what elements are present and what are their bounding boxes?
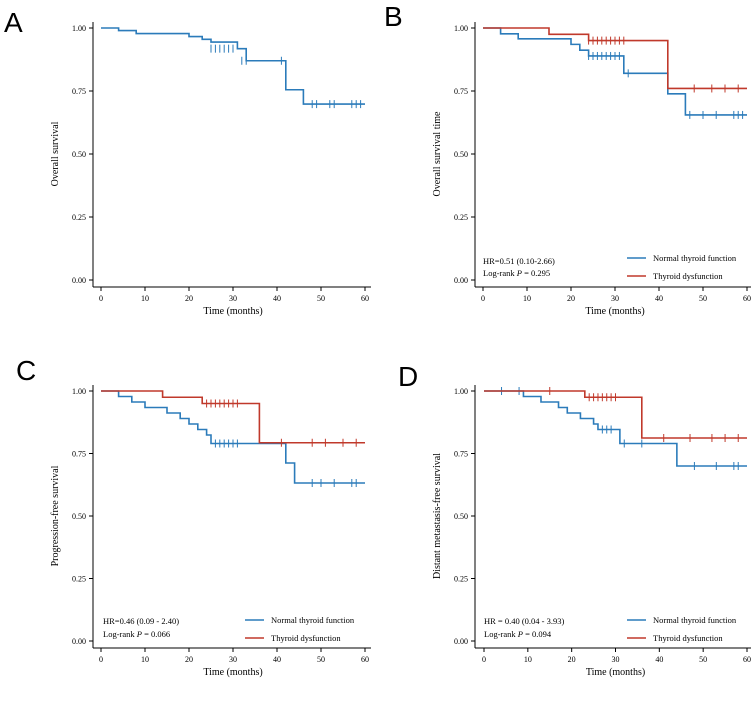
km-curve-normal-thyroid-function: [483, 27, 747, 116]
x-tick-label: 50: [317, 655, 325, 664]
km-curve-thyroid-dysfunction: [101, 390, 365, 444]
x-tick-label: 0: [99, 294, 103, 303]
y-tick-label: 0.75: [72, 87, 86, 96]
x-tick-label: 60: [361, 294, 369, 303]
y-tick-label: 0.00: [72, 637, 86, 646]
panel-letter: D: [398, 361, 418, 392]
y-tick-label: 0.50: [454, 150, 468, 159]
y-tick-label: 1.00: [72, 24, 86, 33]
x-tick-label: 50: [699, 294, 707, 303]
legend-label: Normal thyroid function: [653, 253, 737, 263]
x-tick-label: 50: [699, 655, 707, 664]
panel-a: A 0.00 0.25 0.50 0.75 1.00 0 10 20 30 40 50 60 Time (…: [4, 7, 371, 317]
x-tick-label: 0: [99, 655, 103, 664]
x-axis-title: Time (months): [203, 306, 262, 317]
x-tick-label: 10: [524, 655, 532, 664]
y-axis-title: Overall survival: [50, 121, 61, 186]
panel-d: D 0.00 0.25 0.50 0.75 1.00 0 10 20 30 40 50 60 Time (…: [398, 361, 751, 678]
y-tick-label: 0.75: [454, 450, 468, 459]
legend-label: Thyroid dysfunction: [653, 271, 723, 281]
x-tick-label: 0: [482, 655, 486, 664]
x-tick-label: 40: [273, 294, 281, 303]
y-tick-label: 0.50: [72, 150, 86, 159]
x-tick-label: 30: [229, 655, 237, 664]
y-tick-label: 0.00: [72, 276, 86, 285]
panel-letter: B: [384, 1, 403, 32]
x-tick-label: 30: [611, 294, 619, 303]
x-tick-label: 20: [567, 294, 575, 303]
panel-letter: C: [16, 355, 36, 386]
x-axis-title: Time (months): [585, 306, 644, 317]
y-tick-label: 0.75: [454, 87, 468, 96]
x-tick-label: 20: [568, 655, 576, 664]
hr-annotation: HR=0.51 (0.10-2.66): [483, 256, 555, 266]
km-curve-all-patients: [101, 27, 365, 105]
x-tick-label: 30: [612, 655, 620, 664]
legend-label: Normal thyroid function: [271, 615, 355, 625]
y-tick-label: 0.25: [72, 213, 86, 222]
x-tick-label: 40: [655, 655, 663, 664]
x-axis-title: Time (months): [586, 667, 645, 678]
x-tick-label: 60: [743, 655, 751, 664]
x-tick-label: 20: [185, 655, 193, 664]
x-tick-label: 0: [481, 294, 485, 303]
y-tick-label: 0.50: [72, 512, 86, 521]
y-axis-title: Distant metastasis-free survival: [432, 453, 443, 579]
y-axis-title: Progression-free survival: [50, 465, 61, 566]
x-tick-label: 20: [185, 294, 193, 303]
x-tick-label: 40: [273, 655, 281, 664]
x-tick-label: 10: [141, 655, 149, 664]
km-curve-thyroid-dysfunction: [484, 390, 747, 439]
y-tick-label: 0.75: [72, 450, 86, 459]
y-tick-label: 0.00: [454, 637, 468, 646]
x-axis-title: Time (months): [203, 667, 262, 678]
y-tick-label: 1.00: [454, 387, 468, 396]
logrank-annotation: Log-rank P = 0.066: [103, 629, 170, 639]
hr-annotation: HR = 0.40 (0.04 - 3.93): [484, 616, 565, 626]
legend-label: Thyroid dysfunction: [653, 633, 723, 643]
legend-label: Thyroid dysfunction: [271, 633, 341, 643]
x-tick-label: 50: [317, 294, 325, 303]
panel-b: B 0.00 0.25 0.50 0.75 1.00 0 10 20 30 40 50 60 Time (…: [384, 1, 751, 317]
panel-c: C 0.00 0.25 0.50 0.75 1.00 0 10 20 30 40 50 60 Time (…: [16, 355, 371, 678]
x-tick-label: 60: [361, 655, 369, 664]
y-tick-label: 1.00: [454, 24, 468, 33]
hr-annotation: HR=0.46 (0.09 - 2.40): [103, 616, 179, 626]
km-curve-normal-thyroid-function: [484, 390, 747, 467]
logrank-annotation: Log-rank P = 0.295: [483, 268, 550, 278]
x-tick-label: 10: [141, 294, 149, 303]
y-tick-label: 0.25: [454, 575, 468, 584]
y-axis-title: Overall survival time: [432, 111, 443, 197]
y-tick-label: 0.50: [454, 512, 468, 521]
x-tick-label: 40: [655, 294, 663, 303]
x-tick-label: 10: [523, 294, 531, 303]
y-tick-label: 0.00: [454, 276, 468, 285]
x-tick-label: 30: [229, 294, 237, 303]
logrank-annotation: Log-rank P = 0.094: [484, 629, 552, 639]
km-curve-normal-thyroid-function: [101, 390, 365, 484]
legend-label: Normal thyroid function: [653, 615, 737, 625]
y-tick-label: 0.25: [72, 575, 86, 584]
x-tick-label: 60: [743, 294, 751, 303]
y-tick-label: 0.25: [454, 213, 468, 222]
panel-letter: A: [4, 7, 23, 38]
y-tick-label: 1.00: [72, 387, 86, 396]
